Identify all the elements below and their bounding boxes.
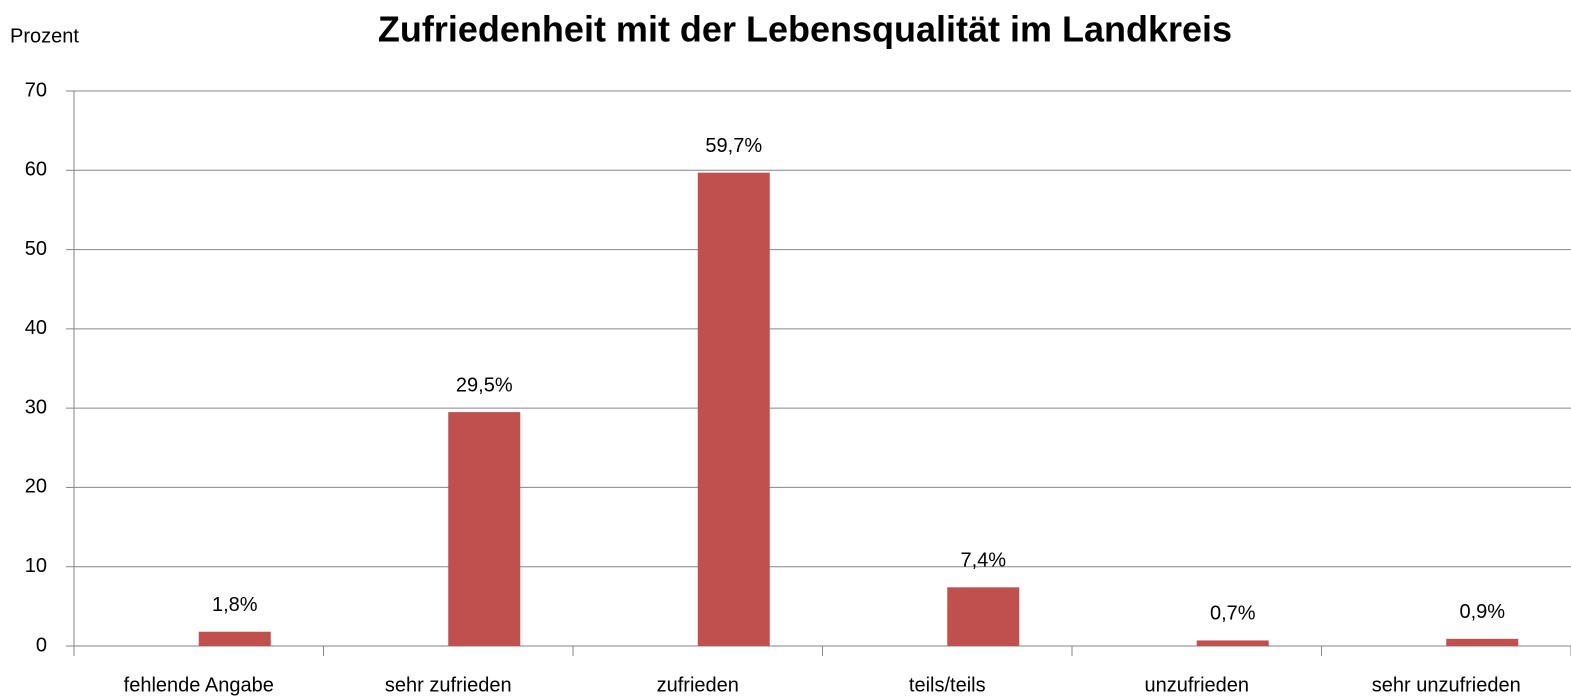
chart-title: Zufriedenheit mit der Lebensqualität im … <box>378 9 1232 50</box>
y-tick-label: 40 <box>25 317 47 339</box>
y-tick-label: 60 <box>25 159 47 181</box>
x-tick-label: teils/teils <box>909 674 986 696</box>
x-tick-label: fehlende Angabe <box>124 674 274 696</box>
data-label: 29,5% <box>456 374 513 396</box>
y-tick-label: 0 <box>36 634 47 656</box>
y-tick-label: 10 <box>25 555 47 577</box>
data-label: 59,7% <box>705 135 762 157</box>
x-tick-label: zufrieden <box>657 674 739 696</box>
bar <box>947 587 1020 646</box>
y-tick-label: 20 <box>25 476 47 498</box>
y-tick-label: 30 <box>25 396 47 418</box>
data-label: 0,7% <box>1210 603 1256 625</box>
data-label: 0,9% <box>1459 601 1505 623</box>
data-label: 1,8% <box>212 594 258 616</box>
x-tick-label: sehr unzufrieden <box>1372 674 1521 696</box>
x-tick-label: unzufrieden <box>1144 674 1249 696</box>
x-tick-label: sehr zufrieden <box>385 674 512 696</box>
y-axis-label: Prozent <box>10 25 79 47</box>
bar <box>697 172 770 646</box>
y-tick-label: 50 <box>25 238 47 260</box>
bar <box>1196 640 1269 646</box>
bar <box>448 412 521 646</box>
bar <box>1446 638 1519 646</box>
y-tick-label: 70 <box>25 79 47 101</box>
bar <box>198 631 271 646</box>
data-label: 7,4% <box>960 550 1006 572</box>
